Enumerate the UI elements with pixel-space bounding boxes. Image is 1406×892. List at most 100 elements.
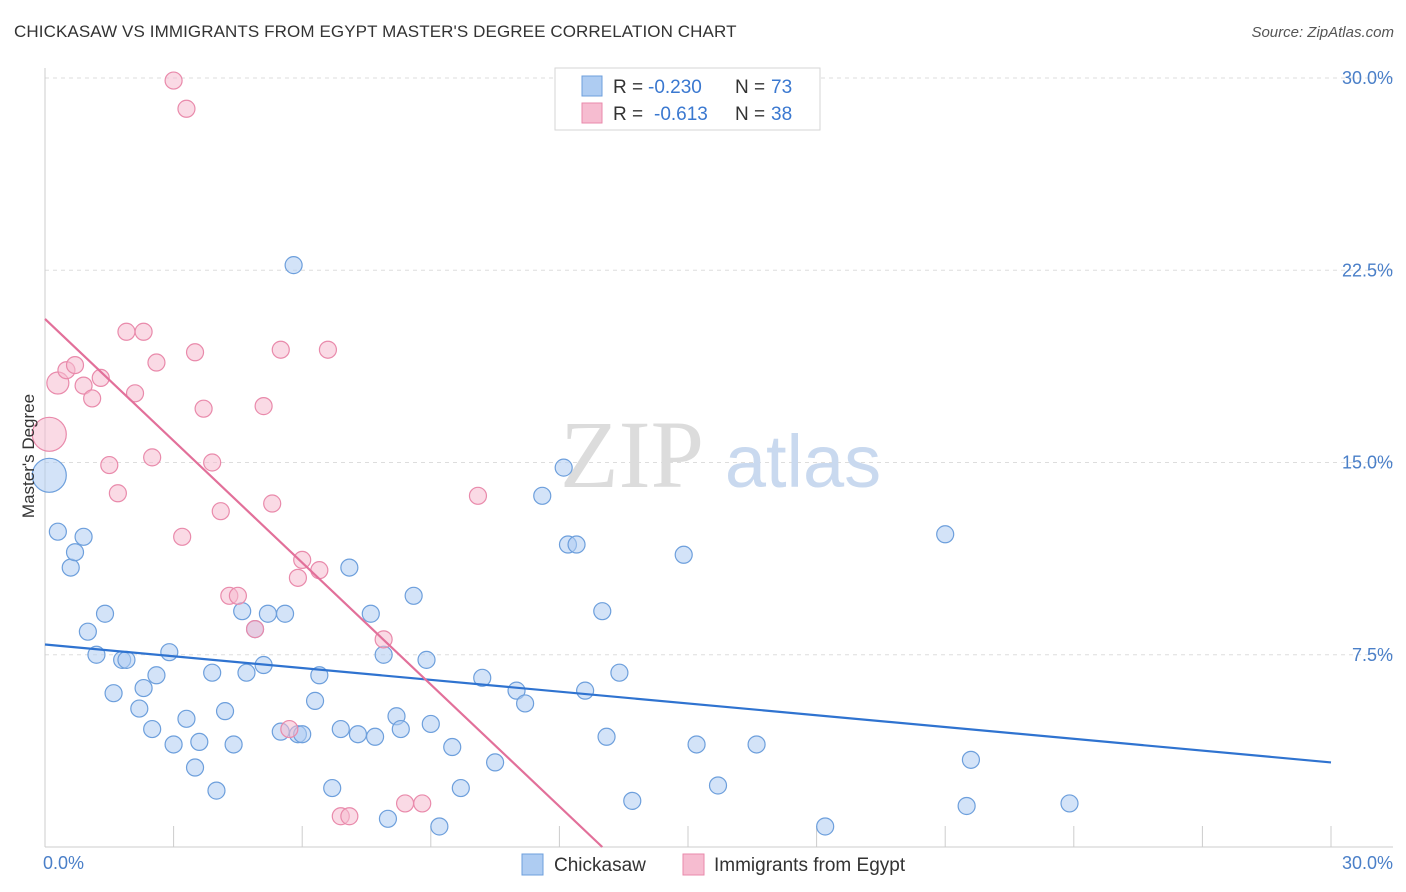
egypt-point [263,494,282,513]
chickasaw-point [348,725,368,744]
egypt-point [65,355,85,375]
egypt-point [271,340,290,359]
chickasaw-point [391,719,410,739]
series-legend: Chickasaw Immigrants from Egypt [521,853,906,876]
egypt-point [147,353,166,372]
egypt-point [310,561,329,580]
chickasaw-point [78,622,97,641]
y-tick-label: 30.0% [1342,68,1393,88]
chickasaw-point [1060,794,1079,813]
chickasaw-point [164,735,183,754]
chickasaw-point [48,522,67,541]
egypt-point [31,416,67,452]
chickasaw-point [597,727,616,746]
legend-label-chickasaw: Chickasaw [554,855,646,876]
legend-swatch-egypt [682,853,705,876]
grid [45,77,1393,656]
chickasaw-point [567,535,586,554]
chickasaw-point [185,758,205,777]
chickasaw-point [143,719,162,739]
chickasaw-point [237,663,256,682]
chickasaw-point [31,457,67,493]
y-tick-label: 22.5% [1342,260,1393,280]
chickasaw-point [957,796,976,816]
chickasaw-point [305,691,325,710]
egypt-point [288,568,308,587]
legend-r-value: -0.230 [648,77,702,98]
egypt-point [293,550,312,570]
chickasaw-point [936,525,955,544]
egypt-point [143,448,162,467]
chickasaw-point [708,776,728,795]
egypt-point [91,368,110,388]
axes [44,68,1393,848]
chickasaw-point [361,604,380,623]
chickasaw-point [533,486,552,505]
chickasaw-point [404,586,423,605]
legend-swatch-chickasaw [581,75,603,97]
legend-n-value: 38 [771,104,792,125]
chickasaw-point [224,735,243,754]
y-tick-label: 15.0% [1342,453,1393,473]
chickasaw-point [207,781,226,800]
legend-swatch-egypt [581,102,603,124]
chickasaw-point [674,545,693,564]
data-points [31,71,1079,836]
chickasaw-point [417,650,436,669]
chickasaw-point [554,458,573,477]
legend-n-label: N = [735,104,765,125]
y-axis-label: Master's Degree [19,394,38,518]
chickasaw-point [486,753,505,772]
egypt-point [413,794,432,813]
egypt-point [134,322,153,341]
chickasaw-point [365,727,385,746]
correlation-legend: R = -0.230 N = 73 R = -0.613 N = 38 [554,67,821,131]
chickasaw-point [323,778,342,798]
chickasaw-point [147,666,166,685]
chickasaw-point [95,604,115,623]
trend-lines [44,318,1332,848]
chickasaw-point [451,778,470,798]
chickasaw-point [61,558,80,577]
chickasaw-point [233,602,252,621]
chickasaw-point [215,702,235,721]
egypt-point [280,719,299,739]
chickasaw-point [160,643,179,662]
egypt-point [185,343,205,362]
chickasaw-point [134,678,153,698]
chickasaw-point [284,256,303,275]
egypt-point [395,794,415,813]
legend-r-value: -0.613 [654,104,708,125]
y-tick-label: 7.5% [1352,645,1393,665]
x-tick-label: 0.0% [43,853,84,873]
watermark-zip: ZIP [560,401,704,508]
egypt-point [83,389,102,408]
chickasaw-point [473,668,492,687]
chickasaw-point [623,791,642,810]
legend-n-value: 73 [771,77,792,98]
source-credit: Source: ZipAtlas.com [1251,24,1394,41]
chickasaw-point [340,558,359,577]
chickasaw-point [275,604,295,623]
egypt-point [173,527,192,546]
chickasaw-point [74,527,93,546]
chickasaw-point [177,709,196,728]
legend-label-egypt: Immigrants from Egypt [714,855,906,876]
egypt-point [211,502,230,521]
x-tick-label: 30.0% [1342,853,1393,873]
legend-swatch-chickasaw [521,853,544,876]
chickasaw-point [593,602,612,621]
chickasaw-point [443,737,462,757]
chickasaw-trend-line [44,643,1332,764]
egypt-point [164,71,183,90]
chickasaw-point [961,750,981,769]
egypt-trend-line [44,318,604,848]
chickasaw-point [331,719,350,739]
egypt-point [318,340,338,359]
chickasaw-point [430,817,449,836]
legend-r-label: R = [613,77,643,98]
chickasaw-point [421,714,440,734]
egypt-point [203,453,222,472]
egypt-point [74,376,93,395]
